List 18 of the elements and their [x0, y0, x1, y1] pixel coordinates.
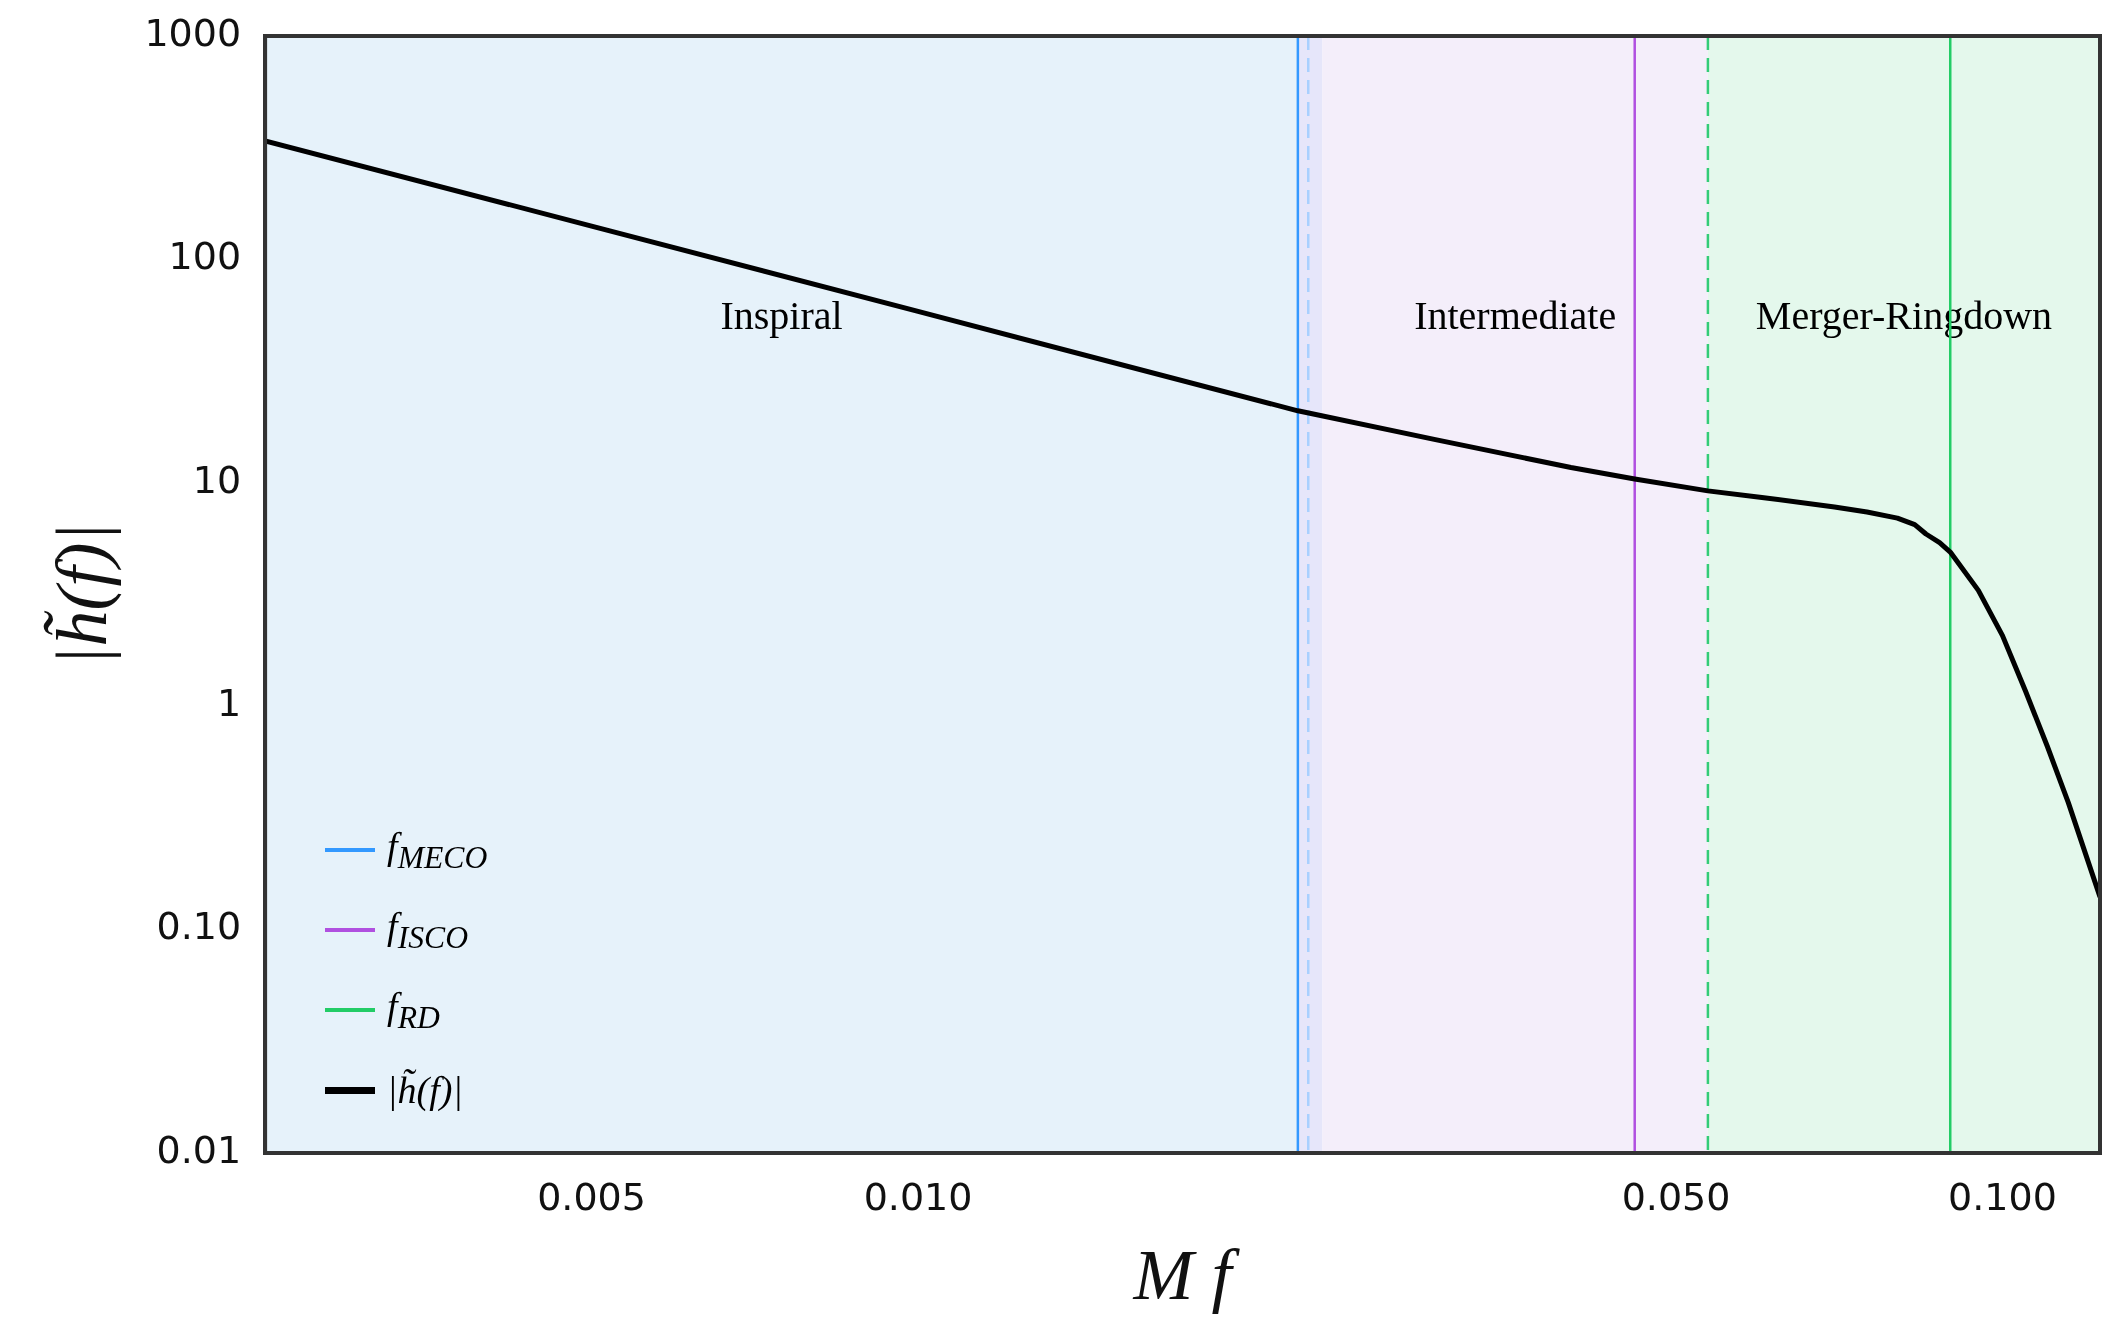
y-tick-label: 0.01: [156, 1127, 242, 1172]
y-tick-label: 0.10: [156, 904, 242, 949]
x-axis-title: M f: [1132, 1234, 1241, 1315]
legend-label: f$_{MECO}$: [387, 824, 488, 876]
x-tick-label: 0.005: [537, 1174, 646, 1219]
x-tick-label: 0.010: [863, 1174, 973, 1219]
y-tick-label: 1: [216, 681, 242, 726]
band-label: Intermediate: [1414, 293, 1617, 339]
legend-label: f$_{ISCO}$: [387, 904, 469, 956]
x-tick-label: 0.100: [1948, 1174, 2057, 1219]
legend-label: |h̃(f)|: [387, 1068, 463, 1112]
band-label: Inspiral: [720, 293, 843, 339]
y-axis-title: |h̃(f)|: [42, 522, 123, 667]
y-tick-label: 10: [192, 457, 242, 502]
y-tick-label: 1000: [144, 10, 242, 55]
x-tick-label: 0.050: [1621, 1174, 1731, 1219]
y-tick-label: 100: [168, 234, 242, 279]
legend-label: f$_{RD}$: [387, 984, 440, 1036]
